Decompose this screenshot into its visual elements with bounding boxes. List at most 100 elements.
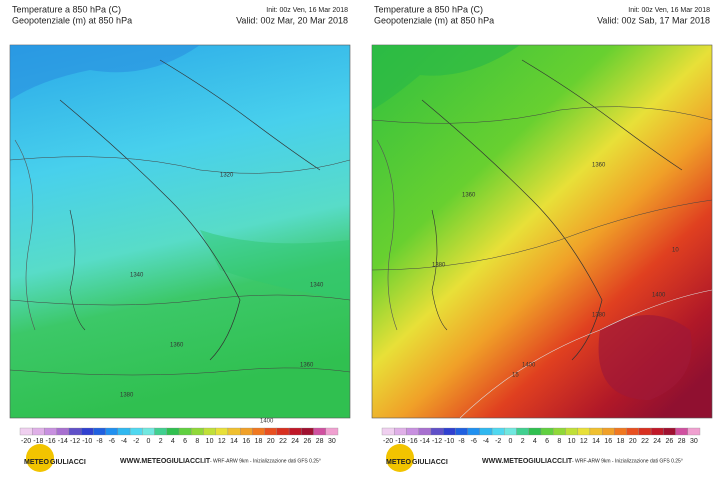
scale-label: 20 bbox=[629, 438, 637, 445]
scale-label: 14 bbox=[592, 438, 600, 445]
scale-label: 2 bbox=[159, 438, 163, 445]
scale-label: 24 bbox=[653, 438, 661, 445]
contour-label: 1380 bbox=[592, 313, 606, 319]
color-swatch bbox=[288, 427, 302, 436]
color-swatch bbox=[166, 427, 180, 436]
color-swatch bbox=[577, 427, 591, 436]
color-swatch bbox=[455, 427, 468, 436]
scale-label: 18 bbox=[255, 438, 263, 445]
color-swatch bbox=[687, 427, 701, 436]
scale-label: 18 bbox=[617, 438, 625, 445]
color-swatch bbox=[418, 427, 432, 436]
scale-label: 10 bbox=[568, 438, 576, 445]
credits: - WRF-ARW 9km - Inizializzazione dati GF… bbox=[210, 458, 321, 464]
scale-label: 4 bbox=[533, 438, 537, 445]
scale-label: -14 bbox=[58, 438, 68, 445]
init-time: Init: 00z Ven, 16 Mar 2018 bbox=[266, 7, 348, 14]
color-swatch bbox=[313, 427, 326, 436]
color-swatch bbox=[602, 427, 615, 436]
logo-text: GIULIACCI bbox=[412, 459, 448, 466]
scale-label: 10 bbox=[206, 438, 214, 445]
color-swatch bbox=[240, 427, 253, 436]
color-swatch bbox=[394, 427, 407, 436]
credits: - WRF-ARW 9km - Inizializzazione dati GF… bbox=[572, 458, 683, 464]
scale-label: 0 bbox=[146, 438, 150, 445]
color-swatch bbox=[264, 427, 277, 436]
scale-label: 12 bbox=[580, 438, 588, 445]
scale-label: 16 bbox=[242, 438, 250, 445]
color-swatch bbox=[553, 427, 566, 436]
scale-label: 22 bbox=[279, 438, 287, 445]
logo bbox=[26, 444, 414, 472]
contour-label: 1340 bbox=[310, 283, 324, 289]
color-swatch bbox=[650, 427, 664, 436]
color-swatch bbox=[325, 427, 339, 436]
color-swatch bbox=[32, 427, 45, 436]
logo-text: METEO bbox=[24, 459, 49, 466]
color-swatch bbox=[491, 427, 505, 436]
title: Temperature a 850 hPa (C) bbox=[12, 4, 121, 14]
contour-label: 10 bbox=[672, 248, 679, 254]
scale-label: 12 bbox=[218, 438, 226, 445]
scale-label: -6 bbox=[471, 438, 477, 445]
scale-label: -8 bbox=[458, 438, 464, 445]
color-swatch bbox=[44, 427, 57, 436]
color-swatch bbox=[430, 427, 444, 436]
color-swatch bbox=[142, 427, 155, 436]
scale-label: -20 bbox=[21, 438, 31, 445]
scale-label: 24 bbox=[291, 438, 299, 445]
color-swatch bbox=[381, 427, 395, 436]
color-swatch bbox=[504, 427, 517, 436]
scale-label: 8 bbox=[195, 438, 199, 445]
valid-time: Valid: 00z Mar, 20 Mar 2018 bbox=[236, 15, 348, 25]
color-swatch bbox=[117, 427, 131, 436]
color-swatch bbox=[516, 427, 529, 436]
contour-label: 15 bbox=[512, 373, 519, 379]
scale-label: 28 bbox=[316, 438, 324, 445]
logo-text: METEO bbox=[386, 459, 411, 466]
contour-label: 1360 bbox=[170, 343, 184, 349]
init-time: Init: 00z Ven, 16 Mar 2018 bbox=[628, 7, 710, 14]
scale-label: 30 bbox=[690, 438, 698, 445]
color-swatch bbox=[276, 427, 290, 436]
scale-label: 22 bbox=[641, 438, 649, 445]
color-swatch bbox=[540, 427, 554, 436]
scale-label: 4 bbox=[171, 438, 175, 445]
color-swatch bbox=[68, 427, 82, 436]
color-swatch bbox=[443, 427, 456, 436]
scale-label: 16 bbox=[604, 438, 612, 445]
color-swatch bbox=[406, 427, 419, 436]
color-swatch bbox=[81, 427, 94, 436]
scale-label: -2 bbox=[495, 438, 501, 445]
color-swatch bbox=[565, 427, 578, 436]
scale-label: 20 bbox=[267, 438, 275, 445]
color-swatch bbox=[675, 427, 688, 436]
scale-label: -14 bbox=[420, 438, 430, 445]
color-swatch bbox=[203, 427, 216, 436]
scale-label: 14 bbox=[230, 438, 238, 445]
scale-label: -12 bbox=[432, 438, 442, 445]
scale-label: 6 bbox=[183, 438, 187, 445]
scale-label: -20 bbox=[383, 438, 393, 445]
valid-time: Valid: 00z Sab, 17 Mar 2018 bbox=[597, 15, 710, 25]
color-swatch bbox=[467, 427, 480, 436]
scale-label: 28 bbox=[678, 438, 686, 445]
contour-label: 1360 bbox=[592, 163, 606, 169]
color-swatch bbox=[663, 427, 676, 436]
contour-label: 1400 bbox=[522, 363, 536, 369]
color-swatch bbox=[154, 427, 167, 436]
scale-label: -12 bbox=[70, 438, 80, 445]
contour-label: 1380 bbox=[432, 263, 446, 269]
color-swatch bbox=[129, 427, 143, 436]
color-swatch bbox=[626, 427, 639, 436]
scale-label: -4 bbox=[483, 438, 489, 445]
contour-label: 1400 bbox=[260, 419, 274, 425]
scale-label: -2 bbox=[133, 438, 139, 445]
scale-label: 30 bbox=[328, 438, 336, 445]
scale-label: -8 bbox=[96, 438, 102, 445]
color-swatch bbox=[638, 427, 652, 436]
logo-text: GIULIACCI bbox=[50, 459, 86, 466]
title: Temperature a 850 hPa (C) bbox=[374, 4, 483, 14]
contour-label: 1400 bbox=[652, 293, 666, 299]
